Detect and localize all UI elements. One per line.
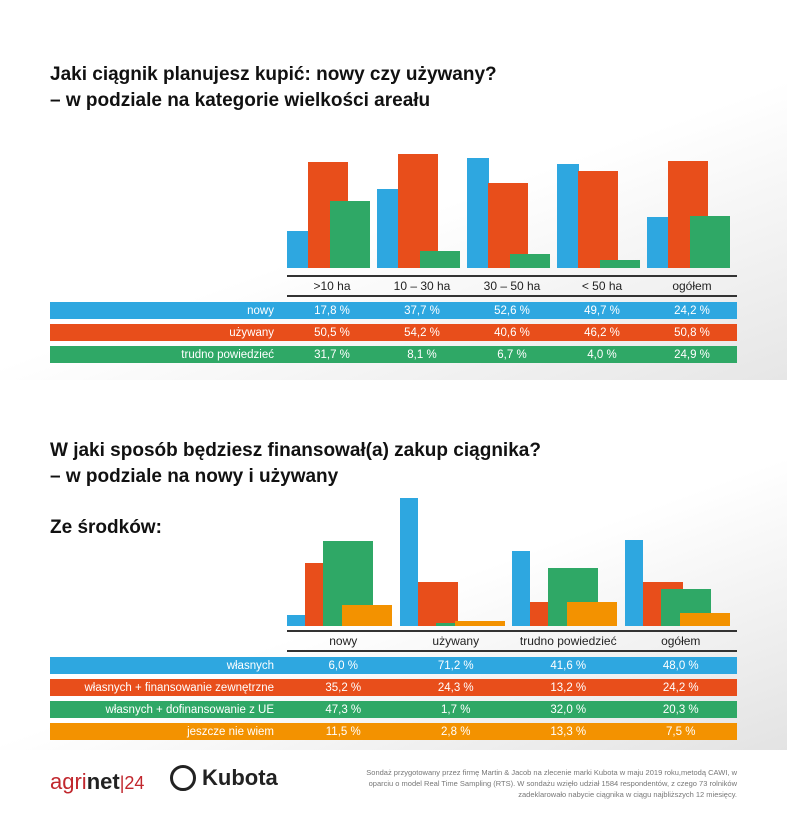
- data-label: 4,0 %: [587, 348, 617, 361]
- bar-red: [417, 582, 458, 626]
- data-label: 47,3 %: [325, 703, 362, 716]
- data-label: 13,2 %: [550, 681, 587, 694]
- data-label: 48,0 %: [662, 659, 699, 672]
- table-row: nowy 17,8 % 37,7 % 52,6 % 49,7 % 24,2 %: [50, 302, 737, 319]
- bar-green: [420, 251, 460, 268]
- subtitle-line: – w podziale na kategorie wielkości area…: [50, 90, 431, 111]
- row-label: jeszcze nie wiem: [187, 725, 274, 738]
- survey-note: Sondaż przygotowany przez firmę Martin &…: [366, 768, 737, 799]
- table-row: jeszcze nie wiem 11,5 % 2,8 % 13,3 % 7,5 %: [50, 723, 737, 740]
- bar-blue: [287, 615, 305, 626]
- agrinet-logo: agrinet|24: [50, 769, 145, 794]
- bar-blue: [399, 497, 418, 626]
- data-label: 40,6 %: [494, 326, 530, 339]
- data-label: 7,5 %: [666, 725, 696, 738]
- data-label: 8,1 %: [407, 348, 437, 361]
- data-label: 71,2 %: [437, 659, 474, 672]
- data-label: 24,3 %: [437, 681, 474, 694]
- subtitle-line: – w podziale na nowy i używany: [50, 466, 339, 487]
- category-label: ogółem: [661, 634, 701, 648]
- title-line: Jaki ciągnik planujesz kupić: nowy czy u…: [50, 64, 497, 85]
- chart1-bars: [287, 140, 737, 268]
- bar-orange: [679, 612, 730, 626]
- bar-blue: [512, 551, 530, 626]
- bar-orange: [454, 620, 505, 626]
- data-label: 52,6 %: [494, 304, 530, 317]
- table-row: własnych 6,0 % 71,2 % 41,6 % 48,0 %: [50, 657, 737, 674]
- data-label: 24,2 %: [662, 681, 699, 694]
- data-label: 50,5 %: [314, 326, 350, 339]
- data-label: 46,2 %: [584, 326, 620, 339]
- bar-blue: [557, 163, 579, 268]
- category-label: 30 – 50 ha: [483, 279, 541, 293]
- bar-blue: [647, 217, 669, 268]
- data-label: 54,2 %: [404, 326, 440, 339]
- bar-green: [330, 201, 370, 268]
- data-label: 24,9 %: [674, 348, 710, 361]
- chart2-bars: [287, 485, 737, 626]
- row-label: własnych: [226, 659, 274, 672]
- data-label: 32,0 %: [550, 703, 587, 716]
- row-label: nowy: [247, 304, 274, 317]
- kubota-emblem-icon: [170, 765, 196, 791]
- category-label: 10 – 30 ha: [393, 279, 451, 293]
- row-label: własnych + dofinansowanie z UE: [105, 703, 274, 716]
- data-label: 35,2 %: [325, 681, 362, 694]
- category-label: nowy: [329, 634, 358, 648]
- data-label: 20,3 %: [662, 703, 699, 716]
- category-label: używany: [432, 634, 480, 648]
- data-label: 2,8 %: [441, 725, 471, 738]
- data-label: 24,2 %: [674, 304, 710, 317]
- data-label: 17,8 %: [314, 304, 350, 317]
- bar-green: [690, 215, 730, 268]
- bar-orange: [567, 602, 617, 626]
- data-label: 50,8 %: [674, 326, 710, 339]
- bar-green: [510, 253, 550, 268]
- table-row: własnych + finansowanie zewnętrzne 35,2 %…: [50, 679, 737, 696]
- category-label: >10 ha: [313, 279, 351, 293]
- data-label: 1,7 %: [441, 703, 471, 716]
- table-row: używany 50,5 % 54,2 % 40,6 % 46,2 % 50,8 %: [50, 324, 737, 341]
- title-line: W jaki sposób będziesz finansował(a) zak…: [50, 440, 541, 461]
- bar-red: [488, 182, 528, 268]
- bar-blue: [624, 539, 643, 626]
- row-label: własnych + finansowanie zewnętrzne: [84, 681, 274, 694]
- data-label: 6,7 %: [497, 348, 527, 361]
- data-label: 11,5 %: [325, 725, 361, 738]
- chart1-title: Jaki ciągnik planujesz kupić: nowy czy u…: [50, 62, 497, 114]
- chart-section-1: Jaki ciągnik planujesz kupić: nowy czy u…: [0, 0, 787, 380]
- data-label: 49,7 %: [584, 304, 620, 317]
- data-label: 6,0 %: [328, 659, 358, 672]
- row-label: trudno powiedzieć: [181, 348, 274, 361]
- section-label: Ze środków:: [50, 517, 162, 538]
- bar-blue: [467, 157, 489, 268]
- data-label: 41,6 %: [550, 659, 587, 672]
- chart2-title: W jaki sposób będziesz finansował(a) zak…: [50, 438, 541, 490]
- data-label: 31,7 %: [314, 348, 350, 361]
- category-label: < 50 ha: [581, 279, 623, 293]
- row-label: używany: [229, 326, 274, 339]
- bar-red: [578, 170, 618, 268]
- kubota-text: Kubota: [202, 765, 278, 790]
- chart1-header: >10 ha 10 – 30 ha 30 – 50 ha < 50 ha ogółem: [287, 275, 737, 297]
- table-row: własnych + dofinansowanie z UE 47,3 % 1,7 …: [50, 701, 737, 718]
- footer: agrinet|24 Kubota Sondaż przygotowany pr…: [0, 755, 787, 821]
- data-label: 37,7 %: [404, 304, 440, 317]
- bar-green: [600, 259, 640, 268]
- bar-blue: [287, 230, 309, 268]
- chart-section-2: W jaki sposób będziesz finansował(a) zak…: [0, 385, 787, 750]
- bar-orange: [342, 605, 392, 626]
- category-label: ogółem: [672, 279, 712, 293]
- bar-red: [398, 154, 438, 268]
- kubota-logo: Kubota: [170, 765, 278, 791]
- bar-blue: [377, 188, 399, 268]
- data-label: 13,3 %: [550, 725, 587, 738]
- table-row: trudno powiedzieć 31,7 % 8,1 % 6,7 % 4,0 % 24…: [50, 346, 737, 363]
- category-label: trudno powiedzieć: [519, 634, 617, 648]
- chart2-header: nowy używany trudno powiedzieć ogółem: [287, 630, 737, 652]
